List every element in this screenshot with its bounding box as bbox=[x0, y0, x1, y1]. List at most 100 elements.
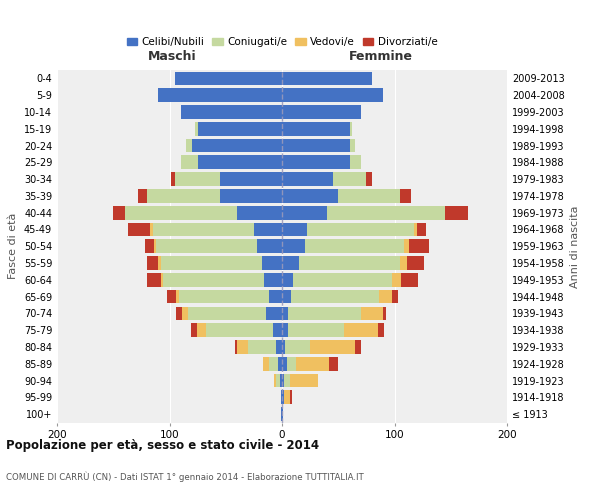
Bar bbox=[282, 105, 361, 119]
Bar bbox=[349, 138, 355, 152]
Bar bbox=[445, 206, 467, 220]
Bar bbox=[293, 273, 392, 286]
Bar bbox=[266, 306, 282, 320]
Bar bbox=[282, 340, 286, 354]
Bar bbox=[161, 273, 163, 286]
Bar bbox=[349, 122, 352, 136]
Bar bbox=[220, 172, 282, 186]
Bar bbox=[175, 72, 282, 86]
Bar bbox=[282, 390, 284, 404]
Bar bbox=[305, 240, 404, 253]
Bar bbox=[282, 189, 338, 203]
Bar bbox=[349, 156, 361, 169]
Bar bbox=[407, 256, 424, 270]
Bar bbox=[262, 256, 282, 270]
Bar bbox=[281, 407, 282, 421]
Bar bbox=[299, 256, 400, 270]
Text: Popolazione per età, sesso e stato civile - 2014: Popolazione per età, sesso e stato civil… bbox=[6, 440, 319, 452]
Bar bbox=[158, 256, 161, 270]
Bar bbox=[125, 206, 237, 220]
Bar bbox=[307, 222, 413, 236]
Bar bbox=[156, 240, 257, 253]
Bar bbox=[287, 357, 296, 370]
Bar bbox=[280, 374, 282, 388]
Bar bbox=[176, 306, 182, 320]
Bar bbox=[417, 222, 426, 236]
Bar bbox=[187, 306, 266, 320]
Bar bbox=[400, 256, 407, 270]
Bar bbox=[147, 256, 158, 270]
Bar bbox=[237, 340, 248, 354]
Bar bbox=[413, 222, 417, 236]
Legend: Celibi/Nubili, Coniugati/e, Vedovi/e, Divorziati/e: Celibi/Nubili, Coniugati/e, Vedovi/e, Di… bbox=[122, 33, 442, 51]
Bar bbox=[175, 172, 220, 186]
Bar bbox=[355, 340, 361, 354]
Bar bbox=[367, 172, 372, 186]
Bar bbox=[282, 357, 287, 370]
Bar bbox=[167, 290, 176, 304]
Bar bbox=[179, 290, 269, 304]
Bar bbox=[286, 340, 310, 354]
Bar bbox=[404, 240, 409, 253]
Bar bbox=[282, 324, 287, 337]
Bar bbox=[113, 206, 125, 220]
Bar bbox=[273, 324, 282, 337]
Bar bbox=[264, 273, 282, 286]
Bar bbox=[392, 290, 398, 304]
Bar bbox=[182, 306, 187, 320]
Bar bbox=[332, 172, 367, 186]
Bar bbox=[282, 206, 327, 220]
Bar bbox=[235, 340, 237, 354]
Bar bbox=[248, 340, 277, 354]
Bar bbox=[138, 189, 147, 203]
Bar bbox=[392, 273, 401, 286]
Bar bbox=[269, 290, 282, 304]
Text: COMUNE DI CARRÙ (CN) - Dati ISTAT 1° gennaio 2014 - Elaborazione TUTTITALIA.IT: COMUNE DI CARRÙ (CN) - Dati ISTAT 1° gen… bbox=[6, 472, 364, 482]
Bar bbox=[163, 273, 264, 286]
Bar bbox=[197, 122, 282, 136]
Bar bbox=[282, 240, 305, 253]
Bar bbox=[383, 306, 386, 320]
Bar bbox=[310, 340, 355, 354]
Bar bbox=[147, 273, 161, 286]
Bar bbox=[282, 138, 349, 152]
Bar bbox=[296, 357, 329, 370]
Bar bbox=[158, 88, 282, 102]
Bar bbox=[154, 240, 156, 253]
Bar bbox=[401, 273, 418, 286]
Bar bbox=[176, 290, 179, 304]
Bar bbox=[282, 172, 332, 186]
Bar bbox=[379, 290, 392, 304]
Bar bbox=[263, 357, 269, 370]
Bar bbox=[400, 189, 412, 203]
Bar bbox=[338, 189, 400, 203]
Bar bbox=[291, 290, 379, 304]
Bar bbox=[282, 407, 283, 421]
Bar bbox=[282, 306, 287, 320]
Bar bbox=[329, 357, 338, 370]
Bar bbox=[181, 105, 282, 119]
Bar bbox=[287, 324, 344, 337]
Bar bbox=[290, 390, 292, 404]
Bar bbox=[196, 122, 197, 136]
Bar bbox=[282, 156, 349, 169]
Bar bbox=[282, 222, 307, 236]
Bar bbox=[274, 374, 277, 388]
Bar bbox=[277, 357, 282, 370]
Bar bbox=[284, 374, 290, 388]
Bar bbox=[282, 256, 299, 270]
Bar bbox=[277, 374, 280, 388]
Bar bbox=[205, 324, 273, 337]
Bar bbox=[254, 222, 282, 236]
Text: Maschi: Maschi bbox=[148, 50, 196, 63]
Bar bbox=[191, 324, 197, 337]
Bar bbox=[277, 340, 282, 354]
Bar bbox=[290, 374, 318, 388]
Bar bbox=[282, 290, 291, 304]
Bar bbox=[181, 156, 197, 169]
Bar bbox=[192, 138, 282, 152]
Bar bbox=[145, 240, 154, 253]
Bar bbox=[147, 189, 220, 203]
Bar bbox=[197, 156, 282, 169]
Bar bbox=[151, 222, 152, 236]
